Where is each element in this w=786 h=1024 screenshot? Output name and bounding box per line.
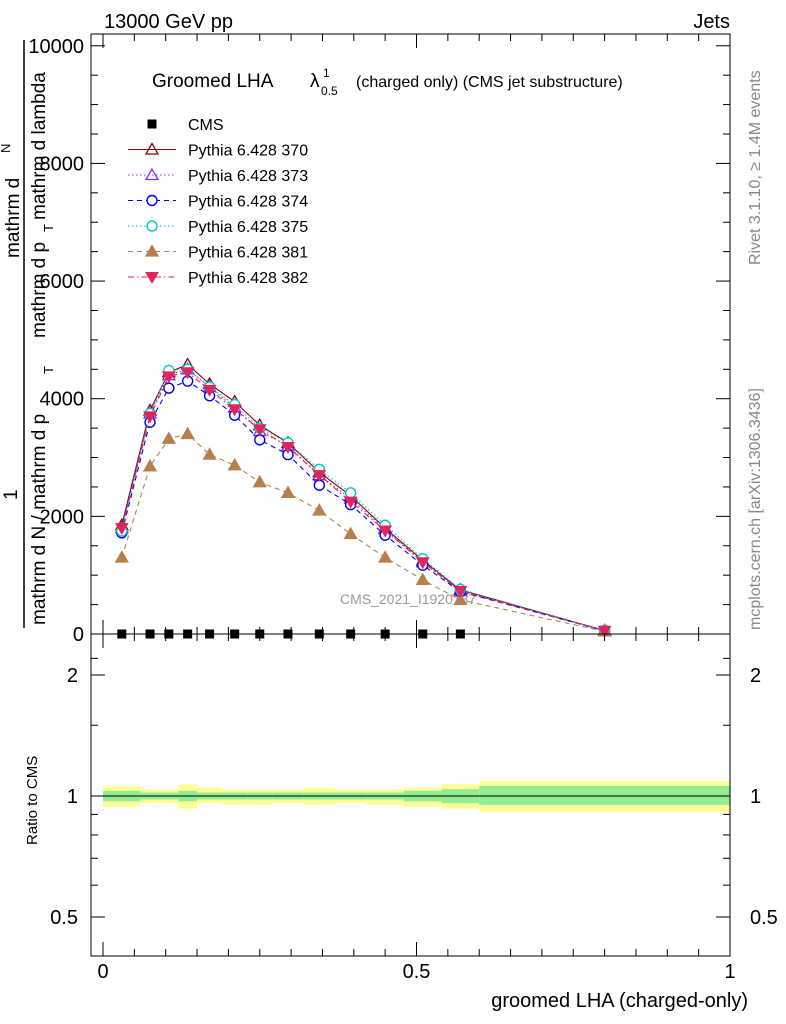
legend-label-1: Pythia 6.428 370 xyxy=(188,143,308,160)
ratio-plot-panel: 0.5 0.51 12 2 0 0.5 1 Ratio to CMS groomed LH… xyxy=(24,633,778,1012)
ylabel-numerator-dlambda: mathrm d lambda xyxy=(29,72,50,220)
main-y-axis: 0 2000 4000 6000 8000 10000 xyxy=(28,36,730,646)
series-6-point xyxy=(161,371,176,384)
ratio-stat-band xyxy=(479,785,730,805)
series-6-point xyxy=(312,470,327,483)
series-6-point xyxy=(453,586,468,599)
title-lambda-subscript: 0.5 xyxy=(321,84,338,98)
main-y-tick-label: 8000 xyxy=(40,153,85,175)
series-5-point xyxy=(280,485,296,498)
main-plot-frame xyxy=(90,33,731,635)
main-y-tick-label: 0 xyxy=(73,624,84,646)
ratio-x-tick-label: 0 xyxy=(97,961,108,983)
header-left-label: 13000 GeV pp xyxy=(104,11,233,33)
ratio-y-tick-label: 2 xyxy=(67,665,78,687)
legend-marker-4 xyxy=(146,220,158,232)
ylabel-numerator-pt-sub: T xyxy=(41,224,56,232)
series-6-point xyxy=(143,411,157,424)
title-lambda-superscript: 1 xyxy=(323,66,330,80)
series-5-point xyxy=(114,550,129,563)
series-5-point xyxy=(415,572,430,586)
ratio-x-tick-label: 1 xyxy=(724,961,735,983)
series-5-point xyxy=(252,474,267,488)
series-6-point xyxy=(227,404,242,417)
legend-marker-2 xyxy=(144,167,160,181)
ylabel-one: 1 xyxy=(1,489,22,500)
series-3-point xyxy=(254,434,266,446)
series-4-point xyxy=(344,487,357,499)
plot-title: Groomed LHA λ 1 0.5 (charged only) (CMS … xyxy=(152,66,623,98)
series-6-point xyxy=(252,424,267,437)
title-rest: (charged only) (CMS jet substructure) xyxy=(356,74,623,91)
ratio-uncertainty-bands xyxy=(103,780,730,813)
main-x-axis-ticks xyxy=(102,34,731,634)
series-5-point xyxy=(453,592,468,606)
ratio-y-tick-label: 1 xyxy=(67,786,78,808)
ylabel-numerator-dpt: mathrm d p xyxy=(29,242,50,338)
ratio-y-axis-label: Ratio to CMS xyxy=(24,756,41,845)
series-6-point xyxy=(180,367,195,380)
legend-marker-0 xyxy=(147,119,157,129)
series-5-point xyxy=(142,459,158,472)
series-5-point xyxy=(202,447,217,460)
series-6-point xyxy=(202,384,217,397)
analysis-id-watermark: CMS_2021_I1920187 xyxy=(340,591,476,607)
main-y-tick-label: 2000 xyxy=(40,506,85,528)
main-y-tick-label: 4000 xyxy=(40,389,85,411)
legend-marker-1 xyxy=(144,142,160,155)
legend-marker-6 xyxy=(145,272,159,285)
ylabel-numerator-d: mathrm d xyxy=(3,178,24,258)
legend-label-4: Pythia 6.428 375 xyxy=(188,219,308,236)
series-6-point xyxy=(343,496,358,509)
series-5-point xyxy=(180,426,195,440)
legend-label-0: CMS xyxy=(188,117,224,134)
ratio-y-tick-label-right: 1 xyxy=(750,786,761,808)
mcplots-reference-label: mcplots.cern.ch [arXiv:1306.3436] xyxy=(747,388,764,630)
series-5-point xyxy=(227,457,242,471)
ratio-x-tick-label: 0.5 xyxy=(403,961,431,983)
ratio-y-tick-label-right: 0.5 xyxy=(750,907,778,929)
series-5-point xyxy=(312,503,327,516)
main-y-tick-label: 10000 xyxy=(28,36,84,58)
series-5-point xyxy=(343,526,358,540)
title-main: Groomed LHA xyxy=(152,71,274,92)
main-y-axis-label: 1 mathrm d N mathrm d p T mathrm d lambd… xyxy=(0,40,56,628)
legend-label-2: Pythia 6.428 373 xyxy=(188,168,308,185)
x-axis-label: groomed LHA (charged-only) xyxy=(491,990,748,1012)
series-5-point xyxy=(378,550,393,563)
series-6-point xyxy=(597,625,612,638)
main-plot-panel: 0 2000 4000 6000 8000 10000 CMS_2021_I1920187… xyxy=(0,33,731,646)
ylabel-denominator: mathrm d N / mathrm d p xyxy=(29,414,50,625)
legend-label-5: Pythia 6.428 381 xyxy=(188,245,308,262)
rivet-version-label: Rivet 3.1.10, ≥ 1.4M events xyxy=(747,70,764,265)
series-line-4 xyxy=(121,368,605,631)
ratio-y-tick-label: 0.5 xyxy=(50,907,78,929)
header-right-label: Jets xyxy=(693,11,730,33)
series-6-point xyxy=(415,557,430,570)
series-6-point xyxy=(114,523,129,536)
legend-label-6: Pythia 6.428 382 xyxy=(188,270,308,287)
ylabel-denominator-sub: T xyxy=(41,366,56,374)
legend-marker-5 xyxy=(144,244,160,257)
ylabel-numerator-sup: N xyxy=(0,144,13,153)
ratio-plot-frame xyxy=(90,633,731,957)
ratio-y-axis: 0.5 0.5 1 1 2 2 xyxy=(50,657,778,929)
ratio-y-tick-label-right: 2 xyxy=(750,665,761,687)
series-6-point xyxy=(378,525,393,538)
legend-marker-3 xyxy=(146,194,158,207)
series-6-point xyxy=(281,441,295,454)
series-5-point xyxy=(161,431,176,444)
title-lambda: λ xyxy=(310,71,320,92)
legend-label-3: Pythia 6.428 374 xyxy=(188,194,308,211)
legend: CMS Pythia 6.428 370 Pythia 6.428 373 Pythi… xyxy=(128,117,308,287)
ratio-x-axis: 0 0.5 1 xyxy=(97,634,736,983)
main-y-tick-label: 6000 xyxy=(40,271,85,293)
